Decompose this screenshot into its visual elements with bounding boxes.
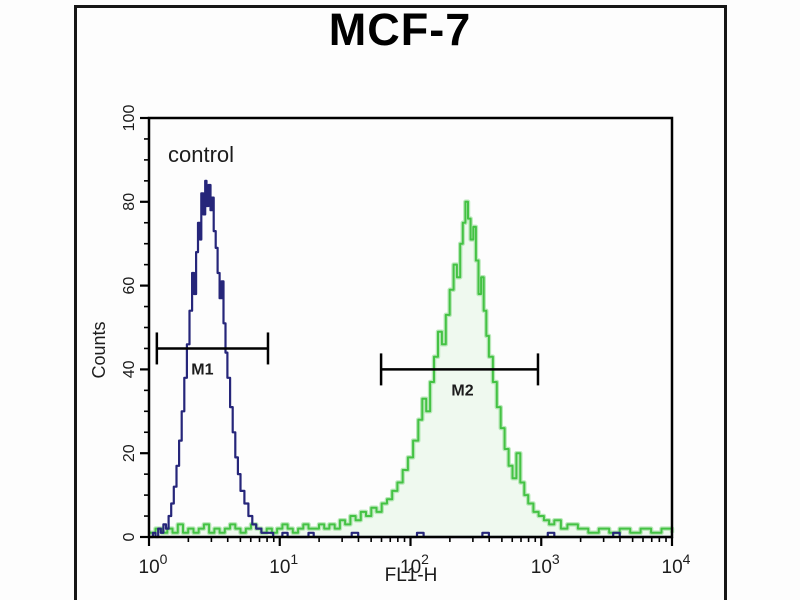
- y-axis-tick-label: 40: [121, 360, 138, 378]
- x-axis-title: FL1-H: [385, 565, 438, 586]
- x-axis-tick-label: 103: [531, 551, 560, 578]
- x-axis-tick-label: 100: [139, 551, 168, 578]
- stained-curve: [149, 200, 673, 534]
- stained-curve-fill: [149, 201, 672, 538]
- m1-gate-label: M1: [191, 361, 213, 378]
- y-axis-tick-label: 100: [121, 105, 138, 132]
- y-axis-tick-label: 0: [121, 532, 138, 541]
- figure-outer-frame: [74, 5, 727, 600]
- control-annotation: control: [168, 142, 234, 167]
- chart-title: MCF-7: [328, 4, 472, 55]
- m2-gate-label: M2: [451, 382, 473, 399]
- x-axis-tick-label: 104: [662, 551, 691, 578]
- x-axis-tick-label: 102: [400, 551, 429, 578]
- y-axis-tick-label: 60: [121, 277, 138, 295]
- y-axis-tick-label: 80: [121, 193, 138, 211]
- x-axis-tick-label: 101: [269, 551, 298, 578]
- y-axis-title: Counts: [89, 321, 109, 378]
- y-axis-tick-label: 20: [121, 444, 138, 462]
